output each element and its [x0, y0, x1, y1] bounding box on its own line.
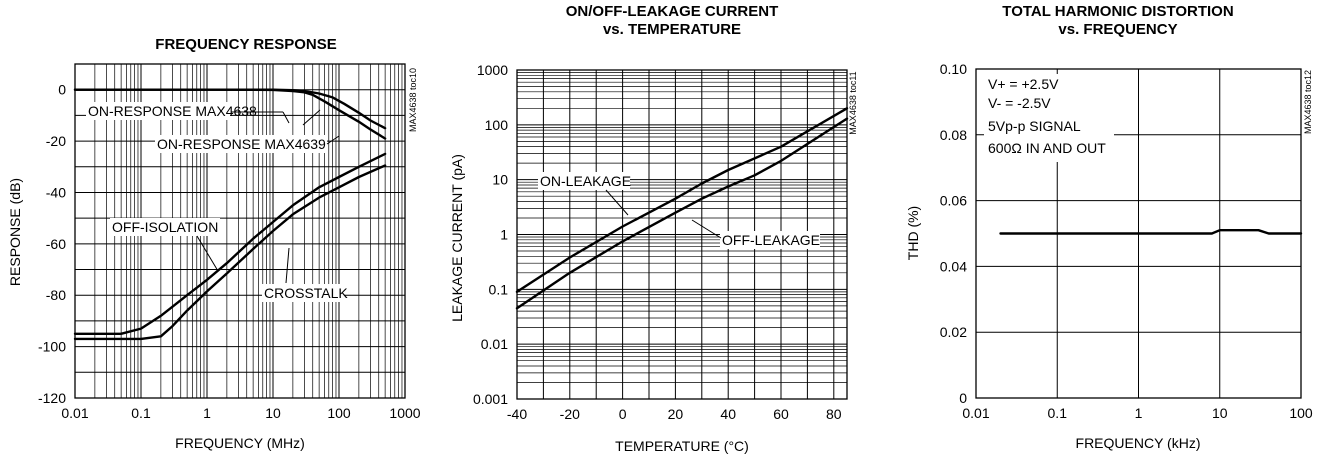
- chart2-annotations: ON-LEAKAGE OFF-LEAKAGE: [538, 172, 820, 249]
- chart3-x-tick-label: 10: [1212, 405, 1228, 421]
- chart2-x-axis-label: TEMPERATURE (°C): [615, 438, 749, 454]
- chart3-y-tick-label: 0.08: [940, 127, 967, 143]
- chart1-y-tick-label: -60: [46, 236, 66, 252]
- chart2-x-tick-label: 40: [720, 406, 736, 422]
- chart1-y-tick-label: -120: [38, 390, 66, 406]
- chart2-tick-labels: -40 -20 0 20 40 60 80 1000 100 10 1 0.1 0.01 0.001: [473, 62, 842, 422]
- chart2-series-2-line: [515, 117, 849, 310]
- chart3-y-tick-label: 0.04: [940, 258, 967, 274]
- chart2-x-tick-label: 80: [826, 406, 842, 422]
- chart2-y-tick-label: 0.01: [481, 336, 508, 352]
- chart1-y-tick-label: -40: [46, 184, 66, 200]
- chart1-series-3-line: [73, 152, 387, 335]
- chart1-x-axis-label: FREQUENCY (MHz): [175, 435, 305, 451]
- condition-v-minus: V- = -2.5V: [988, 95, 1051, 111]
- chart1-plot-frame: [74, 63, 406, 399]
- annotation-on-leakage: ON-LEAKAGE: [540, 173, 631, 189]
- annotation-on-response-max4639: ON-RESPONSE MAX4639: [157, 136, 326, 152]
- chart3-title: TOTAL HARMONIC DISTORTION: [1002, 3, 1233, 20]
- chart2-x-tick-label: -40: [507, 406, 527, 422]
- condition-signal: 5Vp-p SIGNAL: [988, 118, 1081, 134]
- chart2-plot-frame: [516, 69, 848, 400]
- chart3-conditions: V+ = +2.5V V- = -2.5V 5Vp-p SIGNAL 600Ω …: [984, 74, 1114, 162]
- chart3-y-tick-label: 0: [959, 390, 967, 406]
- annotation-on-response-max4638: ON-RESPONSE MAX4638: [88, 103, 257, 119]
- chart3-x-tick-label: 100: [1289, 405, 1313, 421]
- chart3-subtitle: vs. FREQUENCY: [1058, 21, 1177, 38]
- chart1-y-tick-label: 0: [58, 82, 66, 98]
- chart1-x-tick-label: 0.1: [131, 405, 151, 421]
- chart3-grid: [976, 69, 1301, 398]
- chart3-tick-labels: 0.01 0.1 1 10 100 0 0.02 0.04 0.06 0.08 0.10: [940, 61, 1313, 421]
- chart1-x-tick-label: 100: [327, 405, 351, 421]
- annotation-crosstalk: CROSSTALK: [264, 285, 348, 301]
- chart1-toc-label: MAX4638 toc10: [408, 68, 418, 132]
- annotation-off-isolation: OFF-ISOLATION: [112, 219, 218, 235]
- chart1-x-tick-label: 0.01: [61, 405, 88, 421]
- chart1-annotations: ON-RESPONSE MAX4638 ON-RESPONSE MAX4639 …: [86, 102, 348, 302]
- chart2-curves: [515, 107, 849, 310]
- chart2-x-tick-label: 60: [773, 406, 789, 422]
- chart1-curves: [73, 88, 387, 341]
- chart3-y-tick-label: 0.10: [940, 61, 967, 77]
- chart2-x-tick-label: -20: [560, 406, 580, 422]
- annotation-off-leakage: OFF-LEAKAGE: [722, 232, 820, 248]
- chart1-y-tick-label: -80: [46, 287, 66, 303]
- chart1-tick-labels: 0.01 0.1 1 10 100 1000 0 -20 -40 -60 -80 -100 -120: [38, 82, 421, 421]
- leakage-current-chart: ON/OFF-LEAKAGE CURRENT vs. TEMPERATURE -…: [449, 3, 858, 454]
- chart1-x-tick-label: 1: [203, 405, 211, 421]
- chart3-x-tick-label: 0.01: [962, 405, 989, 421]
- chart2-x-tick-label: 20: [668, 406, 684, 422]
- chart1-x-tick-label: 10: [265, 405, 281, 421]
- chart1-title: FREQUENCY RESPONSE: [155, 36, 336, 53]
- chart3-y-tick-label: 0.02: [940, 324, 967, 340]
- chart3-plot-frame: [975, 68, 1302, 399]
- chart1-x-tick-label: 1000: [389, 405, 420, 421]
- chart2-y-axis-label: LEAKAGE CURRENT (pA): [449, 154, 465, 322]
- chart3-y-axis-label: THD (%): [905, 206, 921, 260]
- chart3-x-tick-label: 0.1: [1048, 405, 1068, 421]
- chart3-toc-label: MAX4638 toc12: [1303, 70, 1313, 134]
- chart1-series-2-line: [73, 88, 387, 140]
- chart2-y-tick-label: 0.1: [489, 281, 509, 297]
- chart2-series-1-line: [515, 107, 849, 293]
- chart3-x-axis-label: FREQUENCY (kHz): [1076, 435, 1201, 451]
- chart2-y-tick-label: 0.001: [473, 391, 508, 407]
- chart2-title: ON/OFF-LEAKAGE CURRENT: [566, 3, 779, 20]
- chart2-toc-label: MAX4638 toc11: [848, 71, 858, 134]
- chart3-x-tick-label: 1: [1135, 405, 1143, 421]
- chart1-series-4-line: [73, 164, 387, 341]
- chart2-x-tick-label: 0: [619, 406, 627, 422]
- chart1-y-tick-label: -100: [38, 339, 66, 355]
- condition-v-plus: V+ = +2.5V: [988, 76, 1059, 92]
- frequency-response-chart: FREQUENCY RESPONSE 0.01 0.1 1 10 100 1000 0 -20…: [7, 36, 421, 451]
- chart3-y-tick-label: 0.06: [940, 193, 967, 209]
- chart1-y-axis-label: RESPONSE (dB): [7, 178, 23, 286]
- chart2-y-tick-label: 1: [500, 227, 508, 243]
- chart2-y-tick-label: 100: [485, 117, 509, 133]
- chart2-grid: [516, 70, 847, 400]
- thd-chart: TOTAL HARMONIC DISTORTION vs. FREQUENCY …: [905, 3, 1313, 451]
- chart3-series-1-line: [999, 229, 1303, 235]
- chart1-y-tick-label: -20: [46, 133, 66, 149]
- chart3-curves: [999, 229, 1303, 235]
- chart2-y-tick-label: 10: [492, 172, 508, 188]
- chart2-y-tick-label: 1000: [477, 62, 508, 78]
- condition-impedance: 600Ω IN AND OUT: [988, 140, 1106, 156]
- chart2-subtitle: vs. TEMPERATURE: [603, 21, 741, 38]
